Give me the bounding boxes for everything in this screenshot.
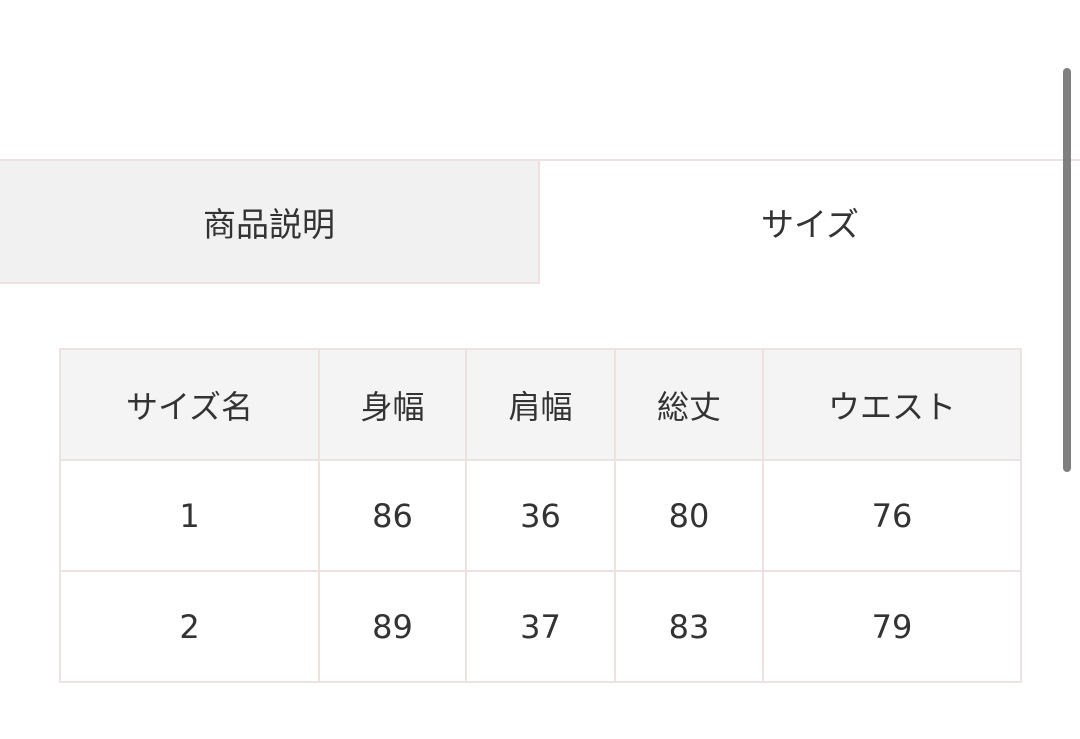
tab-label: サイズ [760, 204, 859, 244]
header-body-width: 身幅 [318, 348, 467, 461]
vertical-scrollbar[interactable] [1063, 68, 1071, 472]
cell: 80 [614, 459, 764, 572]
header-waist: ウエスト [762, 348, 1022, 461]
cell: 89 [318, 570, 467, 683]
tab-size[interactable]: サイズ [540, 161, 1080, 282]
header-shoulder-width: 肩幅 [465, 348, 616, 461]
table-row: 1 86 36 80 76 [59, 459, 1022, 572]
tab-label: 商品説明 [203, 204, 335, 244]
cell: 36 [465, 459, 616, 572]
tab-product-description[interactable]: 商品説明 [0, 161, 540, 284]
cell: 76 [762, 459, 1022, 572]
cell: 1 [59, 459, 320, 572]
table-row: 2 89 37 83 79 [59, 570, 1022, 683]
size-table: サイズ名 身幅 肩幅 総丈 ウエスト 1 86 36 80 76 2 89 37… [59, 348, 1022, 683]
cell: 83 [614, 570, 764, 683]
header-size-name: サイズ名 [59, 348, 320, 461]
header-total-length: 総丈 [614, 348, 764, 461]
table-header-row: サイズ名 身幅 肩幅 総丈 ウエスト [59, 348, 1022, 461]
cell: 2 [59, 570, 320, 683]
cell: 37 [465, 570, 616, 683]
cell: 79 [762, 570, 1022, 683]
tab-bar-divider [0, 159, 1080, 161]
cell: 86 [318, 459, 467, 572]
